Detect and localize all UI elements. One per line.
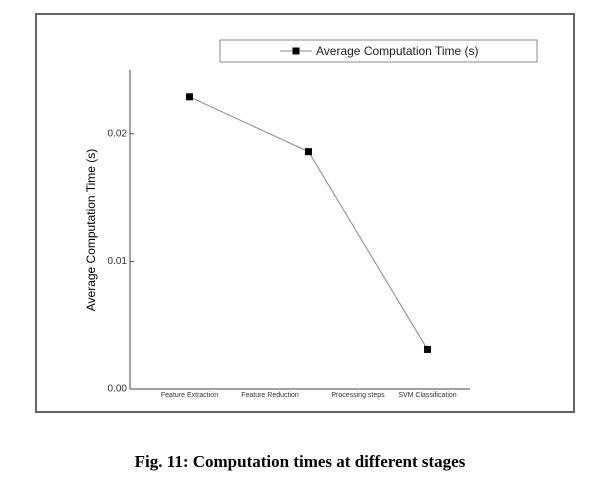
point [424,345,431,353]
x-tick-label: SVM Classification [398,392,456,399]
frame [35,13,575,413]
legend-label: Average Computation Time (s) [316,44,479,58]
y-tick-label: 0.00 [108,384,128,395]
legend-marker [292,47,300,55]
x-tick-label: Feature Extraction [161,392,218,399]
series-line [189,96,428,350]
x-tick-label: Feature Reduction [241,392,299,399]
caption: Fig. 11: Computation times at different … [135,452,466,471]
legend-box [219,39,538,63]
point [186,93,193,101]
point [305,148,312,156]
x-axis-label: Processing steps [331,392,385,399]
y-tick-label: 0.01 [108,256,128,267]
y-axis-label: Average Computation Time (s) [84,149,98,312]
y-tick-label: 0.02 [108,128,128,139]
